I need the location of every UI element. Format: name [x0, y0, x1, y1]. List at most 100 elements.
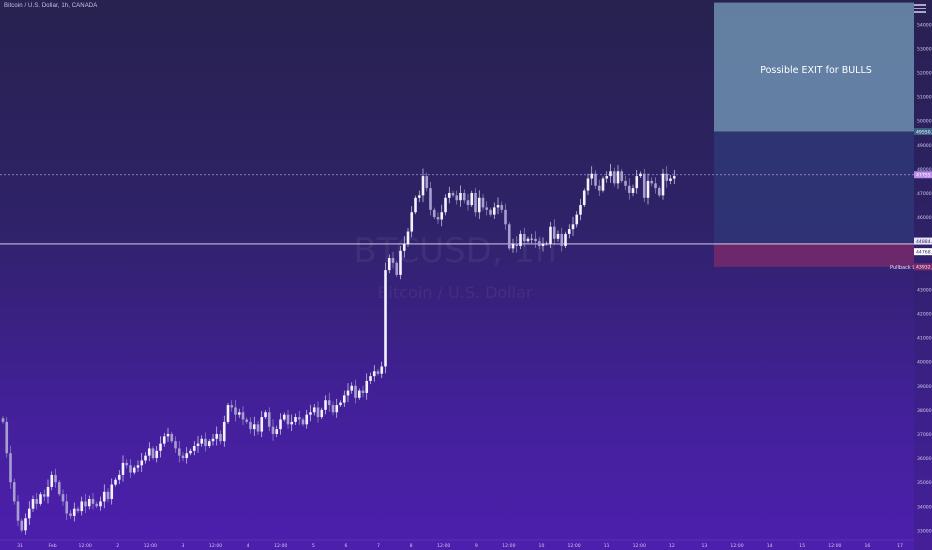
candle-body[interactable] — [466, 200, 470, 206]
candle-body[interactable] — [567, 229, 571, 234]
candle-body[interactable] — [342, 395, 346, 403]
candle-body[interactable] — [24, 518, 27, 531]
candle-body[interactable] — [669, 178, 672, 181]
candle-body[interactable] — [432, 209, 436, 218]
candle-body[interactable] — [444, 197, 447, 213]
candle-body[interactable] — [286, 414, 290, 425]
candle-body[interactable] — [42, 494, 46, 497]
candle-body[interactable] — [361, 390, 365, 393]
candle-body[interactable] — [421, 176, 425, 196]
candle-body[interactable] — [271, 426, 275, 434]
candle-body[interactable] — [609, 171, 612, 177]
candle-body[interactable] — [354, 385, 357, 398]
candle-body[interactable] — [324, 400, 327, 410]
candle-body[interactable] — [549, 226, 552, 244]
candle-body[interactable] — [624, 180, 627, 186]
candle-body[interactable] — [639, 173, 642, 177]
candle-body[interactable] — [301, 419, 305, 425]
candle-body[interactable] — [282, 414, 286, 420]
candle-body[interactable] — [140, 460, 144, 466]
candle-body[interactable] — [545, 243, 549, 245]
candle-body[interactable] — [249, 421, 252, 430]
candle-body[interactable] — [95, 503, 99, 507]
candle-body[interactable] — [582, 190, 586, 206]
candle-body[interactable] — [204, 438, 207, 447]
candle-body[interactable] — [350, 385, 354, 391]
candle-body[interactable] — [50, 474, 54, 487]
candle-body[interactable] — [256, 424, 260, 432]
candle-body[interactable] — [226, 405, 230, 422]
candle-body[interactable] — [395, 262, 399, 275]
candle-body[interactable] — [387, 258, 391, 271]
candle-body[interactable] — [84, 501, 87, 507]
candle-body[interactable] — [384, 270, 387, 367]
candle-body[interactable] — [537, 241, 541, 246]
candle-body[interactable] — [365, 380, 369, 393]
candle-body[interactable] — [61, 494, 65, 502]
candle-body[interactable] — [526, 238, 530, 242]
candle-body[interactable] — [20, 520, 24, 531]
candle-body[interactable] — [294, 417, 297, 422]
candle-body[interactable] — [279, 419, 282, 430]
candle-body[interactable] — [9, 453, 12, 483]
candle-body[interactable] — [485, 207, 489, 210]
candle-body[interactable] — [297, 417, 301, 420]
candle-body[interactable] — [500, 205, 504, 210]
candle-body[interactable] — [335, 405, 339, 413]
candle-body[interactable] — [417, 195, 421, 198]
candle-body[interactable] — [312, 407, 316, 413]
candle-body[interactable] — [620, 171, 624, 181]
candle-body[interactable] — [230, 405, 234, 408]
candle-body[interactable] — [189, 450, 192, 454]
candle-body[interactable] — [616, 171, 620, 184]
candle-body[interactable] — [110, 484, 114, 500]
candle-body[interactable] — [252, 424, 256, 430]
candle-body[interactable] — [121, 462, 125, 475]
candle-body[interactable] — [646, 180, 650, 198]
candle-body[interactable] — [174, 441, 177, 449]
candle-body[interactable] — [425, 176, 429, 189]
candle-body[interactable] — [481, 197, 485, 208]
candle-body[interactable] — [320, 409, 324, 418]
candle-body[interactable] — [515, 243, 519, 246]
candle-body[interactable] — [560, 233, 564, 246]
candle-body[interactable] — [39, 494, 42, 504]
candle-body[interactable] — [556, 233, 560, 239]
candle-body[interactable] — [69, 513, 72, 516]
candle-body[interactable] — [459, 192, 462, 201]
candle-body[interactable] — [260, 417, 264, 432]
candle-body[interactable] — [196, 443, 200, 447]
candle-body[interactable] — [346, 390, 350, 396]
candle-body[interactable] — [455, 195, 459, 201]
candle-body[interactable] — [114, 479, 117, 485]
stop-zone[interactable] — [714, 243, 914, 267]
candle-body[interactable] — [522, 233, 526, 242]
candle-body[interactable] — [181, 455, 185, 459]
candle-body[interactable] — [46, 486, 50, 497]
target-zone[interactable] — [714, 2, 914, 132]
candle-body[interactable] — [177, 448, 181, 456]
candle-body[interactable] — [436, 217, 440, 220]
candle-body[interactable] — [87, 499, 91, 507]
candle-body[interactable] — [489, 209, 492, 215]
candle-body[interactable] — [612, 171, 616, 184]
candle-body[interactable] — [166, 433, 170, 437]
candle-body[interactable] — [440, 212, 444, 220]
candle-body[interactable] — [504, 209, 507, 225]
candle-body[interactable] — [185, 453, 189, 459]
candle-body[interactable] — [665, 173, 669, 181]
candle-body[interactable] — [170, 433, 174, 442]
candle-body[interactable] — [91, 499, 95, 504]
candle-body[interactable] — [316, 407, 320, 418]
candle-body[interactable] — [125, 462, 129, 466]
candle-body[interactable] — [496, 205, 500, 208]
candle-body[interactable] — [519, 233, 522, 246]
candle-body[interactable] — [399, 250, 402, 275]
candle-body[interactable] — [470, 192, 474, 206]
candle-body[interactable] — [144, 455, 147, 461]
candle-body[interactable] — [429, 188, 432, 210]
candle-body[interactable] — [5, 421, 9, 454]
candle-body[interactable] — [414, 197, 417, 213]
candle-body[interactable] — [129, 465, 132, 473]
candle-body[interactable] — [402, 243, 406, 251]
